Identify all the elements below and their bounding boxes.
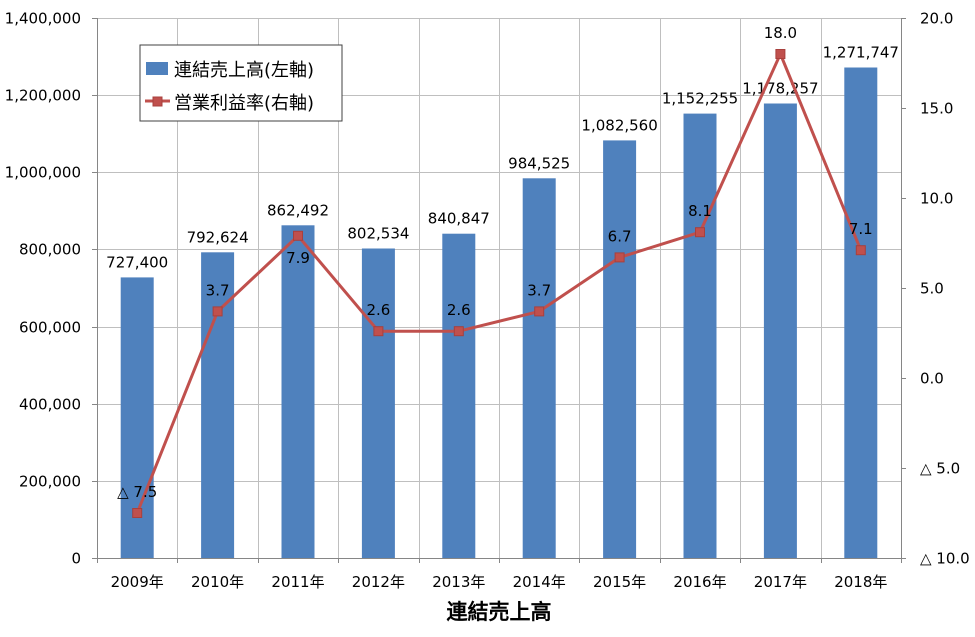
line-data-label: 2.6 — [447, 301, 471, 319]
gridlines — [97, 18, 901, 559]
x-axis-category-label: 2016年 — [673, 573, 726, 591]
right-axis-tick-label: 0.0 — [920, 370, 944, 388]
category-axis: 2009年 2010年 2011年 2012年 2013年 2014年 2015年 2016年… — [97, 558, 902, 591]
legend-label-sales: 連結売上高(左軸) — [174, 60, 314, 81]
bar-2016 — [683, 113, 717, 558]
bar-data-label: 802,534 — [347, 225, 409, 243]
operating-margin-line — [135, 52, 863, 514]
bar-data-label: 840,847 — [428, 210, 490, 228]
x-axis-category-label: 2015年 — [593, 573, 646, 591]
bar-data-label: 1,178,257 — [742, 80, 818, 98]
bar-data-label: 984,525 — [508, 154, 570, 172]
bar-data-label: 727,400 — [106, 253, 168, 271]
line-marker — [775, 49, 786, 59]
right-axis-tick-label: △ 5.0 — [920, 460, 960, 478]
bar-2013 — [442, 233, 476, 558]
left-axis-tick-label: 400,000 — [19, 396, 81, 414]
right-axis-tick-label: 10.0 — [920, 190, 953, 208]
bar-data-labels: 727,400 792,624 862,492 802,534 840,847 984,5… — [106, 44, 899, 272]
right-axis-tick-label: 15.0 — [920, 100, 953, 118]
right-axis-tick-label: 20.0 — [920, 10, 953, 28]
line-marker — [132, 508, 143, 518]
line-marker — [453, 326, 464, 337]
left-axis-tick-label: 0 — [71, 550, 81, 568]
legend-swatch-bar — [146, 62, 168, 75]
x-axis-category-label: 2014年 — [513, 573, 566, 591]
line-data-label: 6.7 — [608, 227, 632, 245]
x-axis-category-label: 2012年 — [352, 573, 405, 591]
bar-data-label: 1,082,560 — [581, 116, 657, 134]
bar-2010 — [201, 252, 235, 559]
x-axis-category-label: 2018年 — [834, 573, 887, 591]
left-value-axis: 0 200,000 400,000 600,000 800,000 1,000,000 1,… — [5, 10, 98, 568]
x-axis-category-label: 2009年 — [111, 573, 164, 591]
x-axis-title: 連結売上高 — [447, 600, 552, 624]
legend-swatch-marker — [152, 96, 163, 107]
bar-2018 — [844, 67, 878, 558]
x-axis-category-label: 2011年 — [271, 573, 324, 591]
right-value-axis: △ 10.0 △ 5.0 0.0 5.0 10.0 15.0 20.0 — [901, 10, 970, 568]
legend: 連結売上高(左軸) 営業利益率(右軸) — [139, 44, 343, 122]
bar-data-label: 862,492 — [267, 201, 329, 219]
right-axis-tick-label: △ 10.0 — [920, 550, 970, 568]
bar-2012 — [361, 248, 395, 558]
line-series-operating-margin — [132, 49, 866, 518]
legend-label-operating-margin: 営業利益率(右軸) — [174, 93, 314, 114]
line-marker — [212, 306, 223, 317]
bar-2014 — [522, 178, 556, 559]
line-marker — [614, 252, 625, 263]
line-marker — [695, 227, 705, 238]
line-data-label: 2.6 — [366, 301, 390, 319]
line-data-label: 3.7 — [206, 281, 230, 299]
line-marker — [293, 230, 303, 241]
bar-2015 — [603, 140, 637, 558]
line-marker — [373, 326, 384, 337]
bar-data-label: 1,152,255 — [662, 90, 738, 108]
right-axis-tick-label: 5.0 — [920, 280, 944, 298]
left-axis-tick-label: 1,200,000 — [5, 87, 81, 105]
line-data-label: 8.1 — [688, 202, 712, 220]
left-axis-tick-label: 200,000 — [19, 473, 81, 491]
line-data-labels: △ 7.5 3.7 7.9 2.6 2.6 3.7 6.7 8.1 18.0 7.1 — [117, 24, 873, 501]
line-data-label: 3.7 — [527, 281, 551, 299]
line-marker — [534, 306, 545, 317]
bar-2017 — [763, 103, 797, 558]
line-data-label: 18.0 — [764, 24, 797, 42]
line-data-label: △ 7.5 — [117, 483, 157, 501]
bar-series-sales — [120, 67, 878, 559]
left-axis-tick-label: 1,400,000 — [5, 10, 81, 28]
x-axis-category-label: 2017年 — [754, 573, 807, 591]
bar-2011 — [281, 225, 315, 559]
bar-data-label: 1,271,747 — [823, 44, 899, 62]
x-axis-category-label: 2010年 — [191, 573, 244, 591]
left-axis-tick-label: 1,000,000 — [5, 164, 81, 182]
line-data-label: 7.1 — [849, 220, 873, 238]
x-axis-category-label: 2013年 — [432, 573, 485, 591]
line-data-label: 7.9 — [286, 249, 310, 267]
left-axis-tick-label: 600,000 — [19, 319, 81, 337]
bar-data-label: 792,624 — [187, 228, 249, 246]
legend-box — [139, 44, 343, 122]
left-axis-tick-label: 800,000 — [19, 241, 81, 259]
line-marker — [855, 245, 866, 256]
